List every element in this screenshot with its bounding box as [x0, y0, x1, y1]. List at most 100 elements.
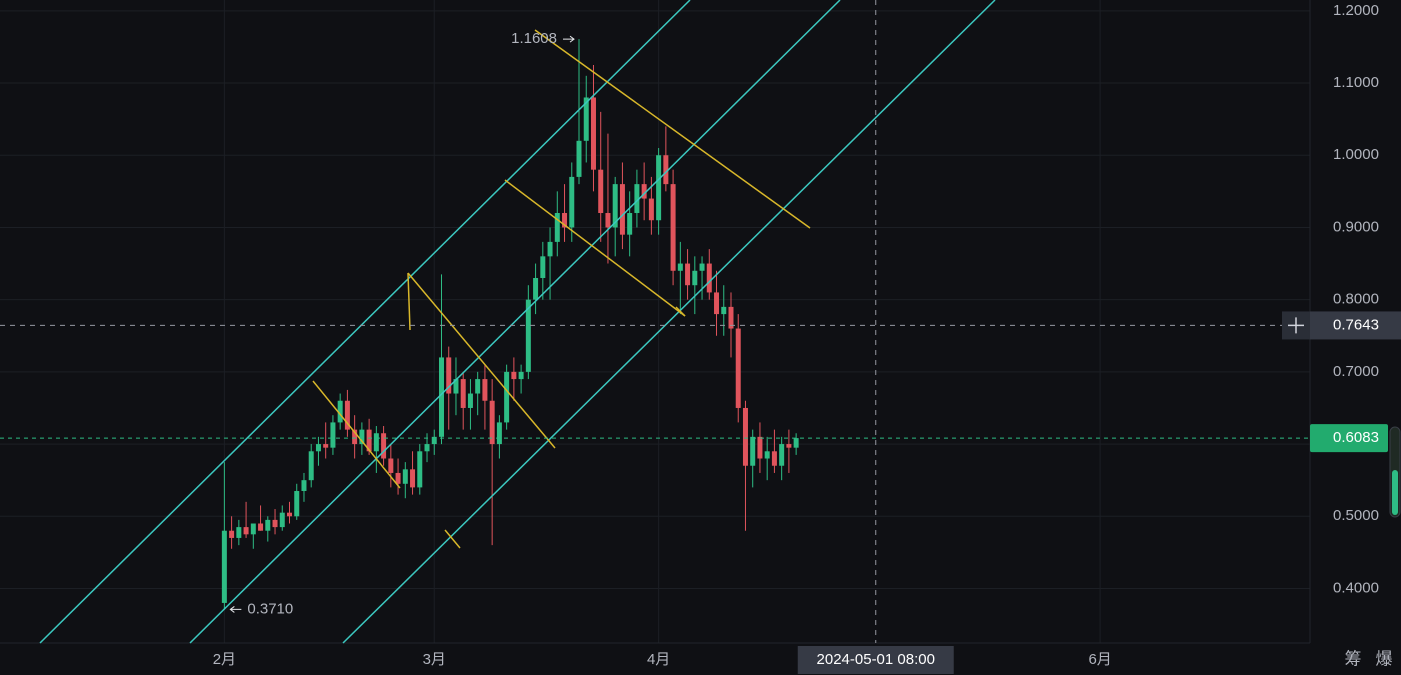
- candle-body: [250, 523, 256, 535]
- candle-body: [402, 469, 408, 484]
- toolbar-button[interactable]: 筹: [1345, 649, 1362, 668]
- candle-body: [569, 176, 575, 228]
- candle-body: [287, 512, 293, 517]
- scroll-thumb: [1392, 470, 1398, 515]
- trend-line: [675, 306, 686, 317]
- candle-body: [258, 523, 264, 531]
- channel-line: [342, 0, 996, 644]
- candle-body: [641, 184, 647, 199]
- candle-body: [757, 436, 763, 459]
- candle-body: [438, 357, 444, 437]
- candle-body: [656, 155, 662, 221]
- candle-body: [670, 184, 676, 271]
- candle-body: [583, 97, 589, 141]
- channel-line: [39, 0, 691, 644]
- candle-body: [315, 444, 321, 452]
- candle-body: [467, 393, 473, 408]
- x-tick-label: 6月: [1088, 651, 1111, 668]
- toolbar-button[interactable]: 爆: [1376, 649, 1393, 668]
- candle-body: [627, 213, 633, 235]
- candle-body: [721, 306, 727, 315]
- y-tick-label: 0.5000: [1333, 507, 1379, 524]
- last-price-box: [1310, 424, 1388, 453]
- candle-body: [482, 379, 488, 401]
- channel-line: [189, 0, 841, 644]
- candle-body: [590, 97, 596, 170]
- candle-body: [714, 292, 720, 315]
- y-tick-label: 0.7000: [1333, 363, 1379, 380]
- candle-body: [598, 169, 604, 214]
- candle-body: [229, 530, 235, 538]
- candle-body: [344, 400, 350, 430]
- candle-body: [323, 444, 329, 448]
- candle-body: [576, 140, 582, 177]
- candle-body: [750, 436, 756, 466]
- last-price-label: 0.6083: [1333, 429, 1379, 446]
- candle-body: [373, 433, 379, 452]
- candle-body: [764, 451, 770, 459]
- candle-body: [793, 438, 799, 448]
- candle-body: [786, 444, 792, 448]
- candle-body: [525, 299, 531, 372]
- candle-body: [294, 491, 300, 517]
- candle-body: [735, 328, 741, 408]
- y-tick-label: 1.1000: [1333, 74, 1379, 91]
- candle-body: [395, 472, 401, 484]
- candle-body: [417, 451, 423, 488]
- x-tick-label: 2月: [213, 651, 236, 668]
- candle-body: [554, 213, 560, 242]
- candle-body: [330, 422, 336, 448]
- plus-icon: [1288, 317, 1304, 334]
- candle-body: [460, 379, 466, 408]
- trend-line: [504, 179, 686, 317]
- y-tick-label: 0.8000: [1333, 291, 1379, 308]
- trend-line: [407, 272, 556, 449]
- candle-body: [221, 530, 227, 603]
- x-tick-label: 4月: [647, 651, 670, 668]
- candle-body: [431, 436, 437, 445]
- candle-body: [489, 400, 495, 445]
- candle-body: [366, 429, 372, 452]
- candle-body: [648, 198, 654, 221]
- candle-body: [728, 306, 734, 329]
- candle-body: [410, 469, 416, 488]
- y-tick-label: 0.4000: [1333, 579, 1379, 596]
- candle-body: [496, 422, 502, 445]
- candle-body: [562, 213, 568, 228]
- x-tick-label: 3月: [423, 651, 446, 668]
- candle-body: [771, 451, 777, 466]
- candle-body: [279, 512, 285, 528]
- candle-body: [692, 270, 698, 286]
- candle-body: [424, 444, 430, 452]
- candle-body: [634, 184, 640, 214]
- crosshair-time-label: 2024-05-01 08:00: [817, 651, 935, 668]
- candle-body: [511, 371, 517, 380]
- candle-body: [301, 480, 307, 492]
- candle-body: [677, 263, 683, 271]
- candle-body: [706, 263, 712, 293]
- candle-body: [504, 371, 510, 423]
- y-tick-label: 1.0000: [1333, 146, 1379, 163]
- low-label: 0.3710: [247, 600, 293, 617]
- candle-body: [779, 444, 785, 466]
- drawings: [39, 0, 996, 644]
- candle-body: [337, 400, 343, 423]
- high-label: 1.1608: [511, 30, 557, 47]
- crosshair-price-box: [1310, 311, 1401, 340]
- candle-body: [619, 184, 625, 235]
- candle-body: [272, 519, 278, 528]
- candle-body: [308, 451, 314, 481]
- candle-body: [547, 241, 553, 257]
- candle-body: [265, 519, 271, 531]
- trend-line: [534, 29, 811, 229]
- y-tick-label: 0.9000: [1333, 218, 1379, 235]
- candle-body: [612, 184, 618, 228]
- candle-body: [243, 527, 249, 535]
- candle-body: [359, 429, 365, 445]
- trend-line: [312, 380, 401, 489]
- candle-body: [475, 379, 481, 394]
- arrow: [563, 35, 575, 43]
- candle-body: [388, 458, 394, 473]
